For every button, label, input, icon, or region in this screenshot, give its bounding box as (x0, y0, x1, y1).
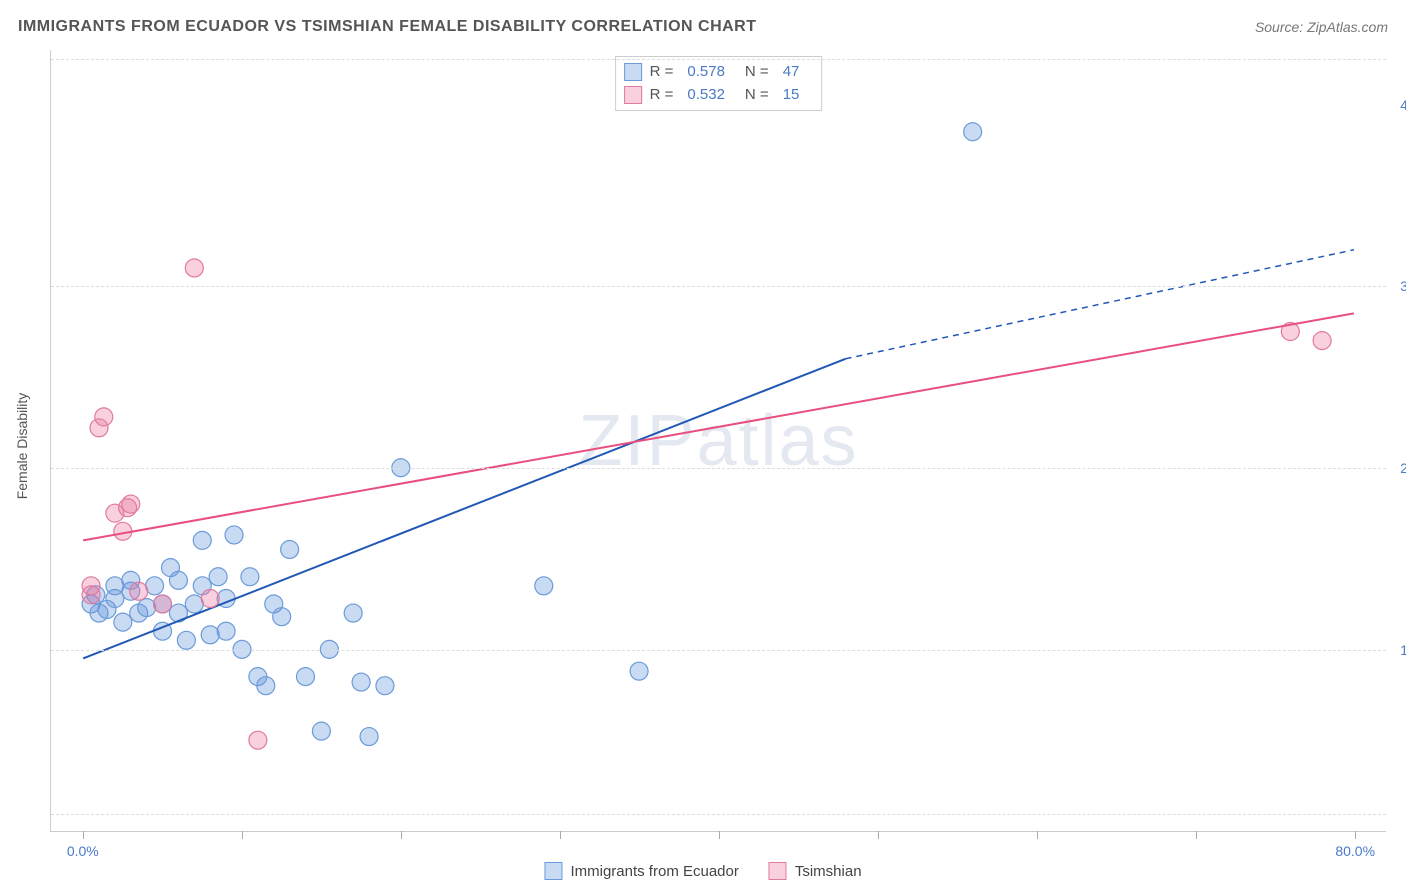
data-point (114, 613, 132, 631)
data-point (241, 568, 259, 586)
gridline (51, 650, 1386, 651)
y-tick-label: 40.0% (1400, 97, 1406, 113)
data-point (130, 582, 148, 600)
data-point (297, 668, 315, 686)
data-point (106, 577, 124, 595)
data-point (344, 604, 362, 622)
x-tick (719, 831, 720, 839)
data-point (138, 599, 156, 617)
x-tick (1037, 831, 1038, 839)
data-point (82, 577, 100, 595)
x-tick (401, 831, 402, 839)
data-point (201, 590, 219, 608)
data-point (273, 608, 291, 626)
legend-swatch-series-0 (544, 862, 562, 880)
source-credit: Source: ZipAtlas.com (1255, 19, 1388, 35)
legend-swatch-series-1 (769, 862, 787, 880)
plot-svg (51, 50, 1386, 831)
data-point (225, 526, 243, 544)
gridline (51, 59, 1386, 60)
data-point (249, 731, 267, 749)
data-point (1313, 332, 1331, 350)
data-point (217, 622, 235, 640)
data-point (312, 722, 330, 740)
data-point (146, 577, 164, 595)
data-point (122, 495, 140, 513)
y-tick-label: 30.0% (1400, 278, 1406, 294)
x-tick (878, 831, 879, 839)
data-point (964, 123, 982, 141)
legend-item: Immigrants from Ecuador (544, 862, 738, 880)
data-point (257, 677, 275, 695)
trend-line (83, 313, 1354, 540)
data-point (209, 568, 227, 586)
data-point (201, 626, 219, 644)
data-point (177, 631, 195, 649)
gridline (51, 286, 1386, 287)
x-tick (1196, 831, 1197, 839)
series-legend: Immigrants from Ecuador Tsimshian (544, 862, 861, 880)
legend-item: Tsimshian (769, 862, 862, 880)
data-point (185, 259, 203, 277)
data-point (95, 408, 113, 426)
data-point (169, 571, 187, 589)
y-tick-label: 10.0% (1400, 642, 1406, 658)
data-point (193, 531, 211, 549)
chart-plot-area: ZIPatlas R = 0.578 N = 47 R = 0.532 N = … (50, 50, 1386, 832)
data-point (352, 673, 370, 691)
x-tick (83, 831, 84, 839)
data-point (281, 540, 299, 558)
data-point (185, 595, 203, 613)
legend-label: Immigrants from Ecuador (570, 863, 738, 880)
data-point (360, 728, 378, 746)
data-point (630, 662, 648, 680)
data-point (154, 595, 172, 613)
chart-title: IMMIGRANTS FROM ECUADOR VS TSIMSHIAN FEM… (18, 18, 757, 36)
data-point (535, 577, 553, 595)
gridline (51, 814, 1386, 815)
legend-label: Tsimshian (795, 863, 862, 880)
x-tick (560, 831, 561, 839)
data-point (376, 677, 394, 695)
y-tick-label: 20.0% (1400, 460, 1406, 476)
x-tick (242, 831, 243, 839)
gridline (51, 468, 1386, 469)
trend-line (83, 359, 845, 659)
x-tick (1355, 831, 1356, 839)
y-axis-title: Female Disability (14, 393, 30, 500)
trend-line-extrapolated (846, 250, 1354, 359)
x-tick-label: 80.0% (1335, 843, 1375, 859)
x-tick-label: 0.0% (67, 843, 99, 859)
